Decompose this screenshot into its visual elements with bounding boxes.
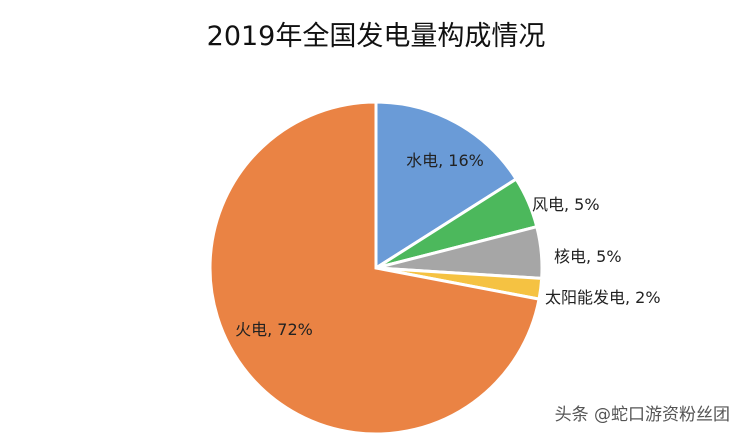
slice-label-2: 核电, 5%	[554, 247, 622, 266]
chart-title: 2019年全国发电量构成情况	[206, 21, 546, 52]
slice-label-3: 太阳能发电, 2%	[545, 288, 661, 307]
slice-label-0: 水电, 16%	[406, 151, 484, 170]
slice-label-4: 火电, 72%	[235, 320, 313, 339]
slice-label-1: 风电, 5%	[532, 195, 600, 214]
pie-slice-0	[374, 100, 519, 271]
watermark-text: 头条 @蛇口游资粉丝团	[554, 405, 730, 425]
pie-slice-4	[208, 100, 541, 436]
